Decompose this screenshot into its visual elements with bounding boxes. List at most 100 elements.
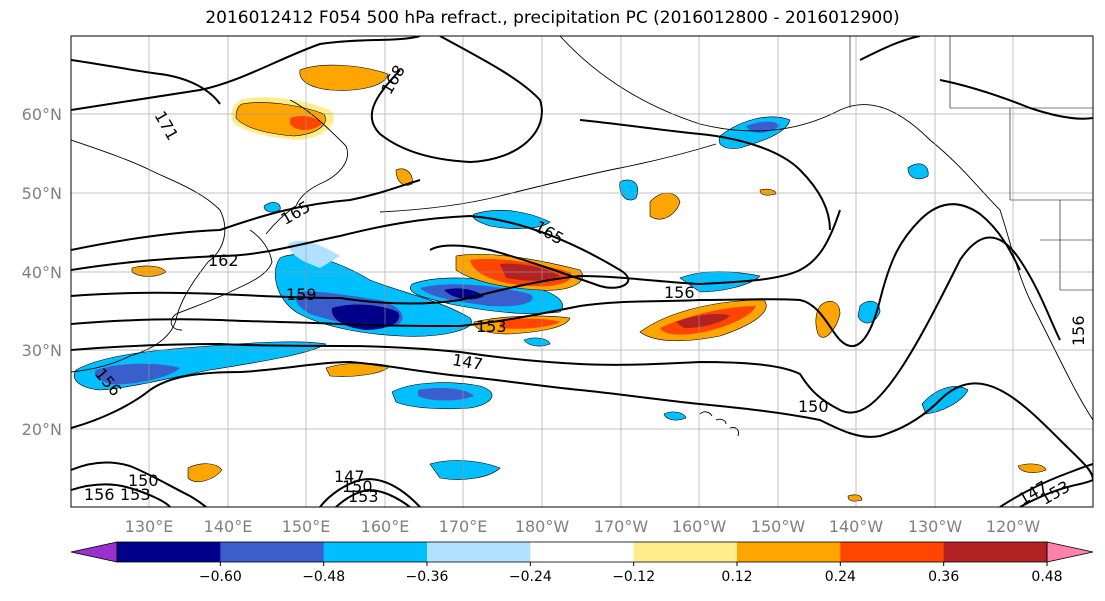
asia-coastline	[71, 139, 226, 373]
blue-area	[907, 163, 929, 180]
contour-label: 153	[476, 317, 507, 336]
colorbar-swatch	[323, 542, 428, 562]
aleutian-chain	[379, 143, 717, 213]
lat-label: 30°N	[22, 341, 62, 360]
gridlines	[71, 36, 1093, 507]
colorbar-frame	[116, 541, 1048, 563]
borders	[849, 36, 1093, 291]
orange-area	[500, 318, 560, 329]
contour-label: 156	[1069, 315, 1088, 346]
orange-area	[1017, 463, 1047, 473]
contour-line	[71, 59, 221, 105]
lon-label: 150°W	[751, 517, 806, 536]
lat-label: 60°N	[22, 105, 62, 124]
contour-line	[859, 36, 921, 61]
province-borders	[949, 36, 1093, 200]
colorbar: −0.60 −0.48 −0.36 −0.24 −0.12 0.12 0.24 0.36 0.4…	[70, 541, 1094, 585]
orange-area	[299, 64, 389, 91]
contour-label: 153	[120, 485, 151, 504]
lon-label: 140°W	[829, 517, 884, 536]
orange-area	[815, 301, 841, 338]
lon-label: 140°E	[204, 517, 253, 536]
colorbar-swatch	[220, 542, 325, 562]
lon-axis: 130°E 140°E 150°E 160°E 170°E 180°W 170°…	[125, 517, 1041, 536]
contour-line	[71, 209, 841, 305]
lon-label: 180°W	[515, 517, 570, 536]
lon-label: 130°W	[908, 517, 963, 536]
orange-area	[395, 168, 413, 186]
map-frame	[70, 35, 1094, 508]
lon-label: 170°W	[594, 517, 649, 536]
colorbar-extend-high	[1046, 541, 1094, 563]
colorbar-swatch	[737, 542, 841, 562]
colorbar-tick-label: 0.24	[825, 569, 856, 585]
contours	[71, 36, 1093, 507]
blue-area	[288, 240, 340, 268]
colorbar-swatch	[840, 542, 945, 562]
orange-area	[759, 188, 777, 196]
orange-area	[847, 494, 863, 502]
lat-label: 20°N	[22, 420, 62, 439]
contour-label: 150	[128, 471, 159, 490]
blue-area	[94, 363, 180, 385]
contour-line	[71, 483, 171, 507]
state-borders	[1040, 200, 1093, 291]
contour-line	[71, 236, 1061, 414]
map-title: 2016012412 F054 500 hPa refract., precip…	[205, 8, 900, 28]
colorbar-tick-label: −0.48	[302, 569, 345, 585]
contour-line	[1019, 479, 1093, 507]
colorbar-swatch	[117, 542, 221, 562]
contour-label: 150	[798, 397, 829, 416]
lat-axis: 60°N 50°N 40°N 30°N 20°N	[22, 105, 62, 439]
contour-line	[71, 203, 1021, 347]
blue-area	[523, 337, 551, 347]
contour-line	[71, 461, 207, 507]
lat-label: 40°N	[22, 263, 62, 282]
contour-line	[71, 179, 421, 251]
colorbar-tick-label: 0.12	[721, 569, 752, 585]
alaska-coastline	[559, 36, 1001, 211]
blue-area	[429, 460, 501, 480]
contour-line	[999, 463, 1093, 507]
blue-area	[679, 271, 761, 293]
colorbar-tick-label: 0.48	[1031, 569, 1062, 585]
contour-label: 147	[334, 467, 365, 486]
blue-area	[663, 411, 687, 421]
colorbar-extend-low	[70, 541, 118, 563]
orange-area	[649, 192, 681, 220]
contour-line	[335, 488, 411, 507]
contour-label: 150	[342, 477, 373, 496]
lon-label: 160°E	[361, 517, 410, 536]
colorbar-tick-label: −0.60	[199, 569, 242, 585]
lat-label: 50°N	[22, 184, 62, 203]
contour-label: 156	[84, 485, 115, 504]
lon-label: 150°E	[282, 517, 331, 536]
colorbar-tick-label: −0.24	[509, 569, 552, 585]
lon-label: 160°W	[672, 517, 727, 536]
lon-label: 120°W	[986, 517, 1041, 536]
colorbar-swatch	[530, 542, 635, 562]
contour-line	[71, 214, 630, 289]
lon-label: 130°E	[125, 517, 174, 536]
blue-area	[263, 202, 281, 213]
map-panel: 171 168 165 165 162 159 156 156 153 153 …	[70, 35, 1094, 508]
contour-line	[579, 119, 831, 231]
contour-label: 159	[286, 285, 317, 304]
orange-area	[187, 463, 223, 482]
colorbar-swatch	[943, 542, 1048, 562]
lon-label: 170°E	[439, 517, 488, 536]
colorbar-swatch	[427, 542, 531, 562]
contour-label: 153	[348, 487, 379, 506]
kamchatka-coastline	[289, 99, 348, 207]
blue-area	[418, 388, 474, 401]
colorbar-tick-label: −0.36	[406, 569, 449, 585]
contour-line	[71, 360, 1093, 481]
colorbar-tick-label: −0.12	[612, 569, 655, 585]
contour-line	[939, 79, 1093, 120]
contour-line	[370, 36, 543, 164]
colorbar-swatch	[633, 542, 738, 562]
contour-label: 156	[664, 283, 695, 302]
orange-area	[676, 314, 730, 328]
contour-label: 162	[208, 251, 239, 270]
